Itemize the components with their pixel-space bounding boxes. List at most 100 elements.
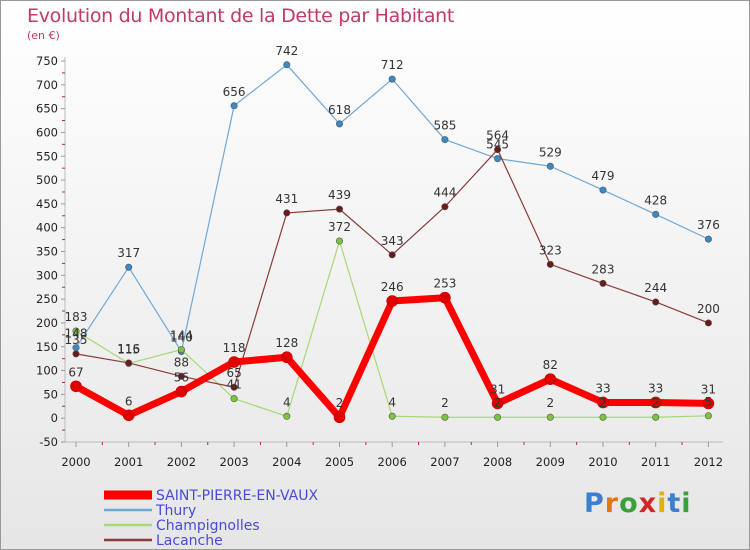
data-point-lacanche	[704, 319, 712, 327]
x-tick-label: 2000	[61, 455, 90, 469]
data-label-lacanche: 244	[644, 281, 667, 295]
data-point-champignolles	[388, 412, 396, 420]
data-label-champignolles: 2	[599, 396, 607, 410]
data-point-saint-pierre-en-vaux	[386, 295, 399, 307]
x-tick-label: 2004	[272, 455, 301, 469]
data-point-champignolles	[72, 327, 80, 335]
data-point-saint-pierre-en-vaux	[333, 411, 346, 424]
data-point-champignolles	[230, 395, 238, 403]
data-point-saint-pierre-en-vaux	[122, 409, 135, 422]
y-tick-label: 300	[36, 268, 58, 282]
data-point-saint-pierre-en-vaux	[228, 356, 240, 368]
data-point-saint-pierre-en-vaux	[544, 373, 557, 385]
chart-title: Evolution du Montant de la Dette par Hab…	[27, 5, 455, 27]
data-point-champignolles	[652, 413, 660, 421]
y-tick-label: 200	[36, 316, 58, 330]
data-label-thury: 742	[275, 44, 298, 58]
data-point-champignolles	[494, 413, 502, 421]
data-label-champignolles: 115	[117, 342, 140, 356]
y-tick-label: 400	[36, 221, 58, 235]
x-tick-label: 2010	[588, 455, 617, 469]
data-label-champignolles: 41	[226, 378, 241, 392]
data-point-champignolles	[177, 346, 185, 354]
data-point-thury	[546, 162, 554, 170]
data-label-saint-pierre-en-vaux: 33	[648, 381, 663, 395]
x-tick-label: 2009	[536, 455, 565, 469]
x-tick-label: 2007	[430, 455, 459, 469]
data-point-thury	[283, 61, 291, 69]
data-point-saint-pierre-en-vaux	[70, 380, 82, 393]
data-label-champignolles: 2	[494, 396, 502, 410]
chart-subtitle: (en €)	[27, 29, 60, 42]
data-point-saint-pierre-en-vaux	[280, 351, 293, 364]
x-tick-label: 2005	[325, 455, 354, 469]
y-tick-label: 150	[36, 340, 58, 354]
data-label-champignolles: 4	[388, 395, 396, 409]
data-label-thury: 376	[697, 218, 720, 232]
data-point-lacanche	[494, 146, 502, 154]
data-point-thury	[388, 75, 396, 83]
data-label-thury: 585	[433, 119, 456, 133]
data-point-thury	[441, 136, 449, 144]
data-point-champignolles	[704, 412, 712, 420]
data-label-thury: 317	[117, 246, 140, 260]
data-label-saint-pierre-en-vaux: 31	[701, 382, 716, 396]
data-label-champignolles: 183	[65, 310, 88, 324]
data-point-thury	[704, 235, 712, 243]
y-tick-label: 550	[36, 149, 58, 163]
data-label-saint-pierre-en-vaux: 253	[433, 277, 456, 291]
data-point-lacanche	[599, 279, 607, 287]
data-label-champignolles: 144	[170, 329, 193, 343]
data-label-saint-pierre-en-vaux: 246	[381, 280, 404, 294]
data-label-saint-pierre-en-vaux: 2	[336, 396, 344, 410]
y-tick-label: 50	[43, 387, 58, 401]
data-label-thury: 428	[644, 193, 667, 207]
data-label-thury: 712	[381, 58, 404, 72]
y-tick-label: 650	[36, 102, 58, 116]
data-label-lacanche: 135	[65, 333, 88, 347]
y-tick-label: 700	[36, 78, 58, 92]
data-label-saint-pierre-en-vaux: 82	[543, 358, 558, 372]
data-point-lacanche	[125, 359, 133, 367]
data-label-lacanche: 323	[539, 243, 562, 257]
y-tick-label: 100	[36, 364, 58, 378]
data-label-lacanche: 283	[592, 262, 615, 276]
data-point-champignolles	[335, 237, 343, 245]
data-label-lacanche: 343	[381, 234, 404, 248]
x-tick-label: 2003	[219, 455, 248, 469]
data-point-thury	[335, 120, 343, 128]
x-tick-label: 2012	[694, 455, 723, 469]
data-point-champignolles	[441, 413, 449, 421]
y-tick-label: 250	[36, 292, 58, 306]
data-point-lacanche	[177, 372, 185, 380]
data-label-champignolles: 2	[441, 396, 449, 410]
data-label-lacanche: 65	[226, 366, 241, 380]
data-label-lacanche: 444	[433, 186, 456, 200]
data-label-champignolles: 4	[283, 395, 291, 409]
data-label-saint-pierre-en-vaux: 6	[125, 394, 133, 408]
data-point-saint-pierre-en-vaux	[597, 396, 609, 409]
data-label-saint-pierre-en-vaux: 118	[223, 341, 246, 355]
data-point-saint-pierre-en-vaux	[649, 396, 662, 409]
data-point-saint-pierre-en-vaux	[491, 397, 504, 410]
data-point-thury	[652, 210, 660, 218]
y-tick-label: -50	[39, 435, 58, 449]
data-label-saint-pierre-en-vaux: 33	[595, 381, 610, 395]
x-tick-label: 2008	[483, 455, 512, 469]
data-label-thury: 656	[223, 85, 246, 99]
x-tick-label: 2001	[114, 455, 143, 469]
data-label-thury: 545	[486, 138, 509, 152]
data-label-lacanche: 200	[697, 302, 720, 316]
y-tick-label: 350	[36, 245, 58, 259]
data-label-thury: 529	[539, 145, 562, 159]
y-tick-label: 450	[36, 197, 58, 211]
data-label-lacanche: 88	[174, 355, 189, 369]
x-tick-label: 2006	[378, 455, 407, 469]
data-label-saint-pierre-en-vaux: 67	[68, 365, 83, 379]
data-label-thury: 479	[592, 169, 615, 183]
proxiti-logo: Proxiti	[584, 488, 692, 519]
data-point-thury	[125, 263, 133, 271]
data-label-champignolles: 372	[328, 220, 351, 234]
